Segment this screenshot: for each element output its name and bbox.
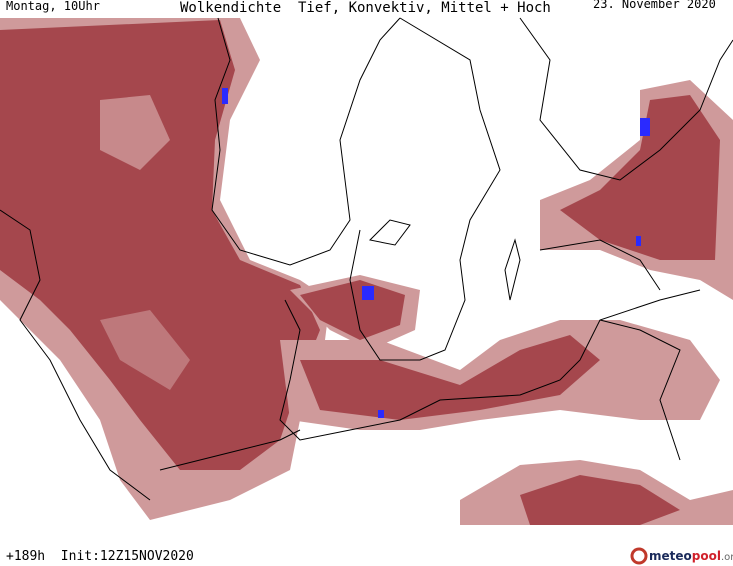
logo-part: meteo	[649, 549, 692, 563]
valid-time: Montag, 10Uhr	[6, 0, 100, 13]
coastlines	[0, 17, 733, 501]
date: 23. November 2020	[593, 0, 716, 11]
logo[interactable]: meteopool.org	[649, 549, 733, 563]
logo-part: .org	[721, 552, 733, 563]
footer-bar	[0, 525, 733, 566]
model-run: +189h Init:12Z15NOV2020	[6, 549, 194, 564]
logo-part: pool	[692, 549, 721, 563]
map-title: Wolkendichte Tief, Konvektiv, Mittel + H…	[180, 0, 551, 16]
logo-icon	[630, 547, 648, 565]
cloud-layer	[0, 18, 733, 525]
